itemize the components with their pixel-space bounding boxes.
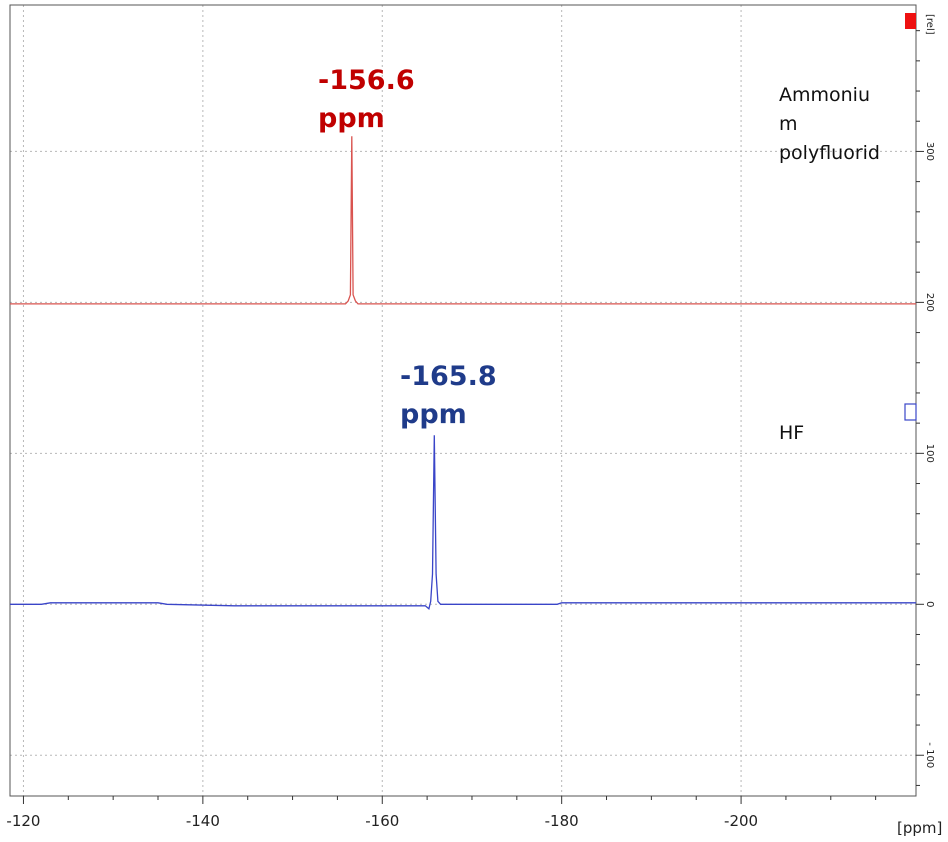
plot-frame: [9, 4, 917, 797]
y-tick-label: 0: [924, 601, 935, 607]
series-line-ammonium: [10, 136, 916, 305]
x-axis: -120 -140 -160 -180 -200: [6, 796, 877, 830]
x-tick-label: -180: [545, 812, 579, 830]
peak-annotation-value: -156.6: [318, 65, 415, 96]
x-tick-label: -200: [724, 812, 758, 830]
peak-annotation-unit: ppm: [400, 399, 467, 430]
series-label-line: HF: [779, 422, 805, 444]
peak-annotation-ammonium: -156.6 ppm: [318, 62, 415, 138]
grid-lines: [10, 5, 916, 796]
series-lines: [10, 136, 916, 610]
series-label-ammonium: Ammoniu m polyfluorid: [779, 81, 880, 168]
x-tick-label: -140: [186, 812, 220, 830]
peak-annotation-unit: ppm: [318, 103, 385, 134]
y-tick-label: 100: [924, 444, 935, 463]
y-tick-label: - 100: [924, 742, 935, 768]
x-units-label: [ppm]: [897, 819, 943, 837]
series-label-hf: HF: [779, 419, 804, 448]
series-label-line: m: [779, 113, 798, 135]
peak-annotation-hf: -165.8 ppm: [400, 358, 497, 434]
y-units-label: [rel]: [924, 14, 935, 35]
peak-annotation-value: -165.8: [400, 361, 497, 392]
plot-border: [9, 4, 917, 797]
series-label-line: polyfluorid: [779, 142, 880, 164]
y-axis: 0 100 200 300 - 100: [916, 30, 935, 786]
x-tick-label: -120: [6, 812, 40, 830]
scale-box-icon[interactable]: [904, 403, 917, 421]
y-tick-label: 300: [924, 142, 935, 161]
x-tick-label: -160: [365, 812, 399, 830]
red-marker-icon: [905, 13, 916, 29]
y-tick-label: 200: [924, 293, 935, 312]
series-line-hf: [10, 435, 916, 610]
series-label-line: Ammoniu: [779, 84, 871, 106]
